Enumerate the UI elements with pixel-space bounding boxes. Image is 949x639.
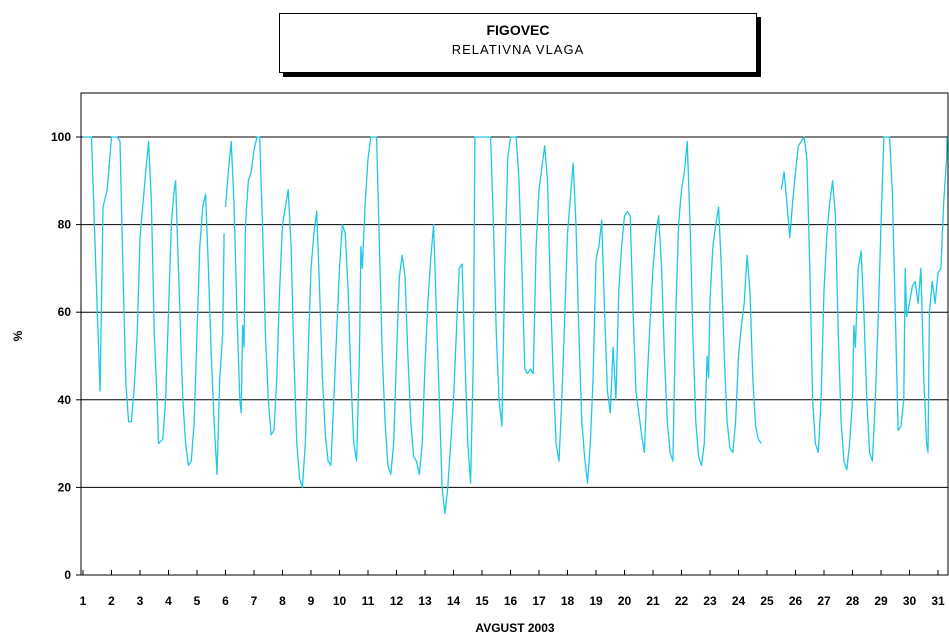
x-tick-label-15: 15 (475, 594, 489, 608)
x-axis-title: AVGUST 2003 (475, 621, 554, 635)
y-axis-ticks: 0 20 40 60 80 100 (51, 130, 81, 582)
x-tick-label-31: 31 (931, 594, 945, 608)
x-tick-label-11: 11 (362, 594, 375, 608)
x-tick-label-19: 19 (589, 594, 603, 608)
x-tick-label-26: 26 (789, 594, 803, 608)
x-tick-label-29: 29 (874, 594, 888, 608)
x-tick-label-14: 14 (447, 594, 461, 608)
x-tick-label-2: 2 (108, 594, 115, 608)
x-tick-label-7: 7 (251, 594, 258, 608)
x-tick-label-18: 18 (561, 594, 575, 608)
x-tick-label-30: 30 (903, 594, 917, 608)
x-tick-label-1: 1 (80, 594, 87, 608)
series-group (83, 136, 948, 515)
plot-area-frame (80, 92, 949, 576)
x-tick-label-5: 5 (194, 594, 201, 608)
x-tick-label-8: 8 (279, 594, 286, 608)
grid-lines (81, 136, 948, 488)
x-tick-label-27: 27 (817, 594, 831, 608)
chart-subtitle: RELATIVNA VLAGA (451, 42, 585, 57)
x-tick-label-20: 20 (618, 594, 632, 608)
x-tick-label-10: 10 (333, 594, 347, 608)
y-tick-label-20: 20 (58, 480, 72, 494)
chart-title: FIGOVEC (486, 22, 550, 38)
x-tick-label-6: 6 (222, 594, 229, 608)
x-tick-label-28: 28 (846, 594, 860, 608)
y-tick-label-100: 100 (51, 130, 71, 144)
x-tick-label-16: 16 (504, 594, 518, 608)
y-tick-label-60: 60 (58, 305, 72, 319)
y-tick-label-0: 0 (64, 568, 71, 582)
x-tick-label-21: 21 (646, 594, 660, 608)
y-tick-label-80: 80 (58, 218, 72, 232)
x-tick-label-4: 4 (165, 594, 172, 608)
x-tick-label-24: 24 (732, 594, 746, 608)
chart-title-box: FIGOVEC RELATIVNA VLAGA (279, 13, 757, 73)
x-tick-label-13: 13 (418, 594, 432, 608)
x-tick-label-23: 23 (703, 594, 717, 608)
y-axis-title: % (11, 330, 25, 341)
y-tick-label-40: 40 (58, 393, 72, 407)
series-line-0 (83, 136, 948, 515)
x-axis-ticks: 1 2 3 4 5 6 7 8 9 10 11 12 13 14 15 16 17 18 19 20 21 22 23 24 2… (80, 570, 945, 608)
x-tick-label-3: 3 (137, 594, 144, 608)
x-tick-label-22: 22 (675, 594, 689, 608)
x-tick-label-17: 17 (532, 594, 546, 608)
x-tick-label-12: 12 (390, 594, 404, 608)
x-tick-label-9: 9 (308, 594, 315, 608)
x-tick-label-25: 25 (760, 594, 774, 608)
